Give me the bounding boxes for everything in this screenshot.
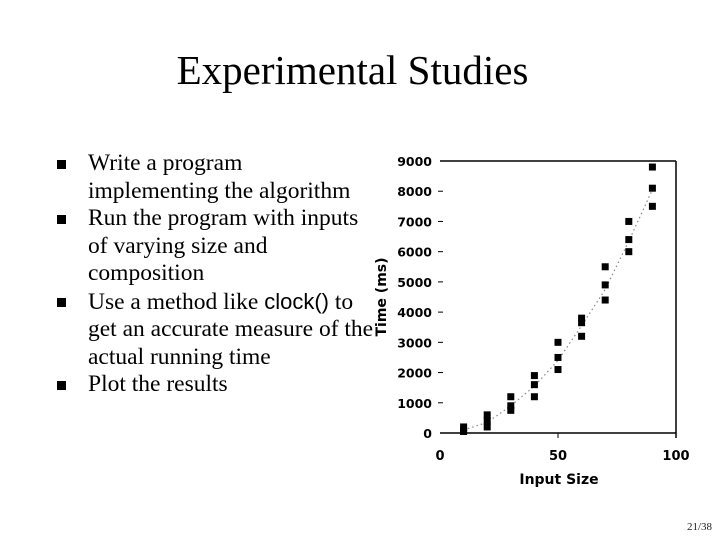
- scatter-chart: 0 1000 2000 3000 4000 5000 6000 7000 8000 9000 0 5…: [360, 140, 720, 500]
- slide-title: Experimental Studies: [176, 47, 529, 93]
- data-point-marker: [648, 202, 656, 210]
- bullet-text: Plot the results: [88, 371, 228, 397]
- bullet-item: Use a method like clock() to get an accu…: [54, 288, 374, 372]
- x-tick-label: 50: [549, 449, 567, 464]
- data-point-marker: [648, 184, 656, 192]
- y-tick-label: 5000: [397, 275, 432, 290]
- data-point-marker: [483, 417, 491, 425]
- bullet-item: Plot the results: [54, 371, 374, 399]
- code-function-name: clock(): [264, 288, 329, 314]
- square-bullet-icon: [57, 215, 66, 224]
- y-tick-label: 9000: [397, 154, 432, 169]
- y-tick-label: 3000: [397, 335, 432, 350]
- y-tick-label: 8000: [397, 184, 432, 199]
- x-tick-label: 0: [435, 449, 444, 464]
- data-point-marker: [578, 319, 586, 327]
- data-points: [460, 163, 656, 435]
- square-bullet-icon: [57, 381, 66, 390]
- data-point-marker: [530, 381, 538, 389]
- data-point-marker: [483, 411, 491, 419]
- y-tick-label: 0: [423, 426, 432, 441]
- square-bullet-icon: [57, 160, 66, 169]
- data-point-marker: [460, 427, 468, 435]
- bullet-item: Write a program implementing the algorit…: [54, 150, 374, 205]
- y-tick-label: 2000: [397, 366, 432, 381]
- chart-canvas: 0 1000 2000 3000 4000 5000 6000 7000 8000 9000 0 5…: [374, 154, 690, 488]
- data-point-marker: [648, 163, 656, 171]
- x-tick-label: 100: [662, 449, 689, 464]
- data-point-marker: [578, 332, 586, 340]
- data-point-marker: [507, 393, 515, 401]
- square-bullet-icon: [57, 297, 66, 307]
- bullet-item: Run the program with inputs of varying s…: [54, 205, 374, 288]
- bullet-text: Write a program implementing the algorit…: [88, 150, 351, 204]
- data-point-marker: [554, 353, 562, 361]
- data-point-marker: [601, 263, 609, 271]
- data-point-marker: [554, 366, 562, 374]
- data-point-marker: [625, 248, 633, 256]
- data-point-marker: [530, 393, 538, 401]
- x-axis-ticks: 0 50 100: [435, 433, 690, 464]
- data-point-marker: [625, 217, 633, 225]
- bullet-text-after: to get an accurate measure of the actual…: [88, 288, 374, 370]
- y-axis-ticks: 0 1000 2000 3000 4000 5000 6000 7000 8000 9000: [397, 154, 443, 441]
- data-point-marker: [530, 372, 538, 380]
- bullet-text: Run the program with inputs of varying s…: [88, 205, 359, 286]
- chart-axes: [440, 160, 677, 438]
- data-point-marker: [507, 406, 515, 414]
- bullet-text-before: Use a method like: [88, 288, 265, 315]
- data-point-marker: [507, 402, 515, 410]
- y-axis-label: Time (ms): [374, 257, 390, 336]
- data-point-marker: [578, 314, 586, 322]
- page-number: 21/38: [686, 521, 712, 533]
- data-point-marker: [601, 281, 609, 289]
- y-tick-label: 4000: [397, 305, 432, 320]
- y-tick-label: 1000: [397, 396, 432, 411]
- y-tick-label: 6000: [397, 245, 432, 260]
- y-tick-label: 7000: [397, 214, 432, 229]
- x-axis-label: Input Size: [519, 472, 598, 488]
- bullet-list: Write a program implementing the algorit…: [54, 150, 374, 399]
- data-point-marker: [483, 423, 491, 431]
- data-point-marker: [554, 338, 562, 346]
- data-point-marker: [625, 236, 633, 244]
- data-point-marker: [601, 296, 609, 304]
- trend-line: [463, 189, 653, 431]
